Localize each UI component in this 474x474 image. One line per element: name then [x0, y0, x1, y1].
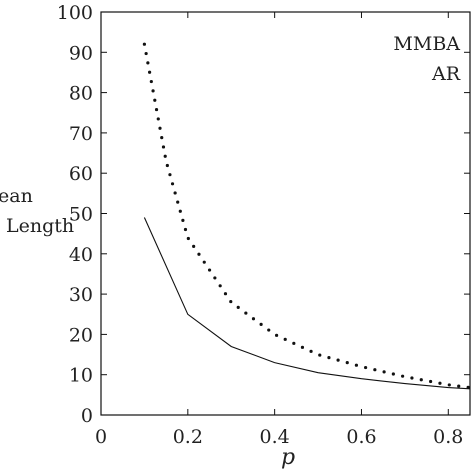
series-line-mmba — [142, 42, 472, 390]
y-tick-label: 20 — [69, 324, 93, 346]
y-tick-label: 60 — [69, 163, 93, 185]
y-axis-label-line-2: Length — [6, 215, 74, 237]
y-tick-label: 30 — [69, 284, 93, 306]
y-tick-label: 10 — [69, 365, 93, 387]
legend: MMBA AR — [393, 33, 460, 85]
plot-frame — [100, 11, 471, 416]
y-tick-label: 70 — [69, 123, 93, 145]
y-tick-label: 90 — [69, 42, 93, 64]
x-axis-label: p — [281, 445, 295, 470]
plot-area — [100, 11, 471, 416]
series-line-ar — [143, 217, 471, 390]
x-tick-label: 0.8 — [433, 426, 463, 448]
y-tick-label: 50 — [69, 204, 93, 226]
y-tick-label: 0 — [81, 405, 93, 427]
y-axis-ticks: 0 10 20 30 40 50 60 70 80 90 100 — [57, 2, 470, 427]
x-axis-ticks: 0 0.2 0.4 0.6 0.8 — [95, 12, 463, 448]
y-tick-label: 100 — [57, 2, 93, 24]
legend-label-ar: AR — [431, 63, 461, 85]
series-layer — [142, 42, 472, 390]
x-tick-label: 0.2 — [173, 426, 203, 448]
x-tick-label: 0.4 — [260, 426, 290, 448]
y-axis-label-line-1: ean — [0, 185, 33, 207]
x-tick-label: 0 — [95, 426, 107, 448]
y-tick-label: 80 — [69, 83, 93, 105]
legend-label-mmba: MMBA — [393, 33, 460, 55]
y-tick-label: 40 — [69, 244, 93, 266]
y-axis-label: ean Length — [0, 185, 74, 237]
x-tick-label: 0.6 — [346, 426, 376, 448]
